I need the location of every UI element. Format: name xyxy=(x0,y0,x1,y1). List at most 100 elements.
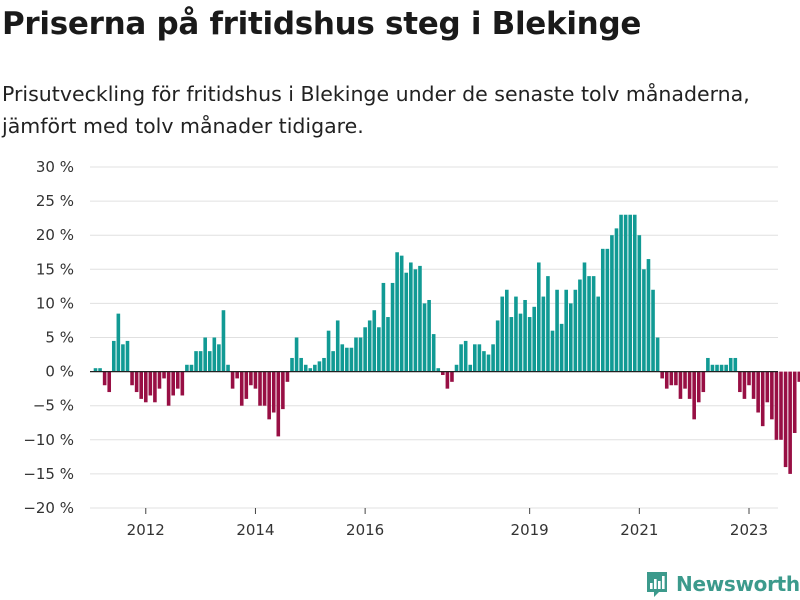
bar xyxy=(701,371,706,393)
bar xyxy=(610,235,614,372)
bar xyxy=(628,214,632,372)
bar xyxy=(779,371,783,440)
bar xyxy=(546,276,550,372)
bar xyxy=(354,337,358,372)
bar xyxy=(696,371,701,403)
bar xyxy=(431,334,436,372)
bar xyxy=(276,371,281,437)
bar xyxy=(317,361,322,372)
bar xyxy=(326,330,331,372)
bar xyxy=(418,265,422,372)
bar xyxy=(774,371,779,440)
bar xyxy=(587,276,591,372)
bar xyxy=(271,371,276,413)
bar xyxy=(605,248,610,372)
bar xyxy=(308,368,313,372)
bar xyxy=(532,306,537,372)
bar xyxy=(491,344,495,372)
bar xyxy=(642,269,646,372)
y-tick-label: −10 % xyxy=(23,431,74,449)
bar xyxy=(733,357,738,372)
bar xyxy=(294,337,299,372)
bar xyxy=(116,313,121,372)
bar xyxy=(509,317,514,372)
bar xyxy=(299,357,303,372)
bar xyxy=(473,344,477,372)
bars-layer xyxy=(93,214,800,474)
bar xyxy=(203,337,207,372)
bar xyxy=(792,371,797,433)
bar xyxy=(441,371,445,376)
x-tick-label: 2012 xyxy=(127,521,165,539)
bar xyxy=(244,371,249,399)
bar xyxy=(591,276,596,372)
bar xyxy=(582,262,587,372)
bar xyxy=(550,330,555,372)
bar xyxy=(655,337,660,372)
bar xyxy=(175,371,180,389)
bar xyxy=(765,371,770,403)
bar xyxy=(482,351,486,372)
bar xyxy=(619,214,623,372)
bar xyxy=(747,371,751,386)
bar xyxy=(386,317,390,372)
bar-chart: 30 % 25 % 20 % 15 % 10 % 5 % 0 % −5 % −10 % −15 %… xyxy=(23,158,800,539)
bar xyxy=(363,327,367,372)
bar xyxy=(189,364,194,372)
bar xyxy=(637,235,642,372)
bar xyxy=(107,371,112,393)
bar xyxy=(664,371,669,389)
bar xyxy=(706,357,710,372)
bar xyxy=(788,371,792,474)
chart-subtitle: Prisutveckling för fritidshus i Blekinge… xyxy=(2,82,750,138)
bar xyxy=(226,364,230,372)
bar xyxy=(180,371,185,396)
y-tick-label: 15 % xyxy=(36,260,74,278)
bar xyxy=(724,364,728,372)
bar xyxy=(797,371,800,382)
bar xyxy=(518,313,523,372)
bar xyxy=(678,371,683,399)
x-tick-label: 2019 xyxy=(511,521,549,539)
bar xyxy=(198,351,203,372)
bar xyxy=(751,371,756,399)
bar xyxy=(756,371,760,413)
bar xyxy=(331,351,335,372)
bar xyxy=(381,282,386,372)
bar xyxy=(692,371,696,420)
bar xyxy=(674,371,678,386)
bar xyxy=(596,296,600,372)
bar xyxy=(249,371,253,386)
bar xyxy=(377,327,381,372)
bar xyxy=(783,371,788,468)
bar xyxy=(230,371,235,389)
bar xyxy=(683,371,687,389)
bar xyxy=(303,364,308,372)
x-tick-label: 2014 xyxy=(236,521,274,539)
bar xyxy=(454,364,459,372)
bar xyxy=(185,364,189,372)
bar xyxy=(290,357,294,372)
bar xyxy=(335,320,340,372)
bar xyxy=(221,310,226,372)
bar xyxy=(166,371,171,406)
bar xyxy=(541,296,546,372)
bar xyxy=(623,214,628,372)
bar xyxy=(555,289,559,372)
bar xyxy=(669,371,674,386)
bar xyxy=(390,282,395,372)
bar xyxy=(258,371,262,406)
bar xyxy=(395,252,399,372)
bar xyxy=(427,299,431,372)
bar xyxy=(217,344,221,372)
bar xyxy=(313,364,317,372)
bar xyxy=(578,279,582,372)
newsworthy-brand[interactable]: Newsworthy xyxy=(645,568,800,600)
y-tick-label: 0 % xyxy=(45,363,74,381)
bar xyxy=(134,371,139,393)
bar xyxy=(687,371,692,399)
bar xyxy=(536,262,541,372)
bar xyxy=(235,371,239,379)
bar xyxy=(413,269,418,372)
bar xyxy=(568,303,573,372)
